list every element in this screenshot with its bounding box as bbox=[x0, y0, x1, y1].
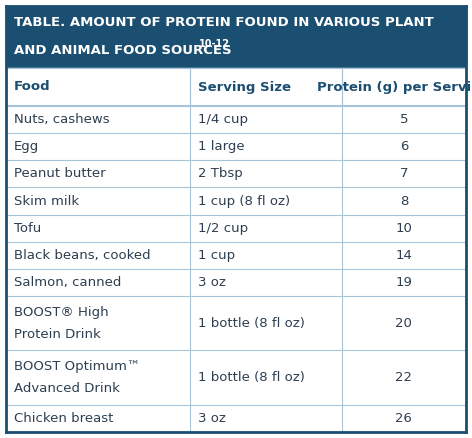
Text: Chicken breast: Chicken breast bbox=[14, 412, 113, 425]
Bar bbox=[6, 242, 466, 269]
Bar bbox=[6, 133, 466, 160]
Text: 14: 14 bbox=[396, 249, 413, 262]
Text: 1 cup: 1 cup bbox=[198, 249, 235, 262]
Text: 5: 5 bbox=[400, 113, 408, 126]
Bar bbox=[6, 187, 466, 215]
Text: 6: 6 bbox=[400, 140, 408, 153]
Bar bbox=[6, 215, 466, 242]
Text: BOOST Optimum™: BOOST Optimum™ bbox=[14, 360, 140, 373]
Text: 3 oz: 3 oz bbox=[198, 412, 226, 425]
Text: 1 bottle (8 fl oz): 1 bottle (8 fl oz) bbox=[198, 317, 305, 330]
Text: Food: Food bbox=[14, 81, 51, 93]
Bar bbox=[6, 160, 466, 187]
Text: BOOST® High: BOOST® High bbox=[14, 306, 109, 319]
Text: 1 cup (8 fl oz): 1 cup (8 fl oz) bbox=[198, 194, 290, 208]
Text: TABLE. AMOUNT OF PROTEIN FOUND IN VARIOUS PLANT: TABLE. AMOUNT OF PROTEIN FOUND IN VARIOU… bbox=[14, 15, 434, 28]
Bar bbox=[6, 405, 466, 432]
Bar bbox=[6, 269, 466, 296]
Text: 26: 26 bbox=[396, 412, 413, 425]
Text: 10: 10 bbox=[396, 222, 413, 235]
Bar bbox=[6, 68, 466, 106]
Text: 8: 8 bbox=[400, 194, 408, 208]
Text: Advanced Drink: Advanced Drink bbox=[14, 382, 120, 395]
Text: 1 large: 1 large bbox=[198, 140, 244, 153]
Text: 1/2 cup: 1/2 cup bbox=[198, 222, 248, 235]
Text: 19: 19 bbox=[396, 276, 413, 289]
Text: Protein Drink: Protein Drink bbox=[14, 328, 101, 341]
Text: Nuts, cashews: Nuts, cashews bbox=[14, 113, 110, 126]
Bar bbox=[6, 6, 466, 68]
Text: 1/4 cup: 1/4 cup bbox=[198, 113, 248, 126]
Text: 2 Tbsp: 2 Tbsp bbox=[198, 167, 243, 180]
Text: 1 bottle (8 fl oz): 1 bottle (8 fl oz) bbox=[198, 371, 305, 384]
Text: 10-12: 10-12 bbox=[199, 39, 230, 49]
Text: 7: 7 bbox=[400, 167, 408, 180]
Text: Black beans, cooked: Black beans, cooked bbox=[14, 249, 151, 262]
Text: 22: 22 bbox=[396, 371, 413, 384]
Bar bbox=[6, 106, 466, 133]
Text: Serving Size: Serving Size bbox=[198, 81, 291, 93]
Text: Protein (g) per Serving: Protein (g) per Serving bbox=[317, 81, 472, 93]
Text: Skim milk: Skim milk bbox=[14, 194, 79, 208]
Text: AND ANIMAL FOOD SOURCES: AND ANIMAL FOOD SOURCES bbox=[14, 43, 232, 57]
Bar bbox=[6, 350, 466, 405]
Text: 20: 20 bbox=[396, 317, 413, 330]
Text: Salmon, canned: Salmon, canned bbox=[14, 276, 121, 289]
Bar bbox=[6, 296, 466, 350]
Text: Egg: Egg bbox=[14, 140, 39, 153]
Text: Peanut butter: Peanut butter bbox=[14, 167, 106, 180]
Text: 3 oz: 3 oz bbox=[198, 276, 226, 289]
Text: Tofu: Tofu bbox=[14, 222, 41, 235]
